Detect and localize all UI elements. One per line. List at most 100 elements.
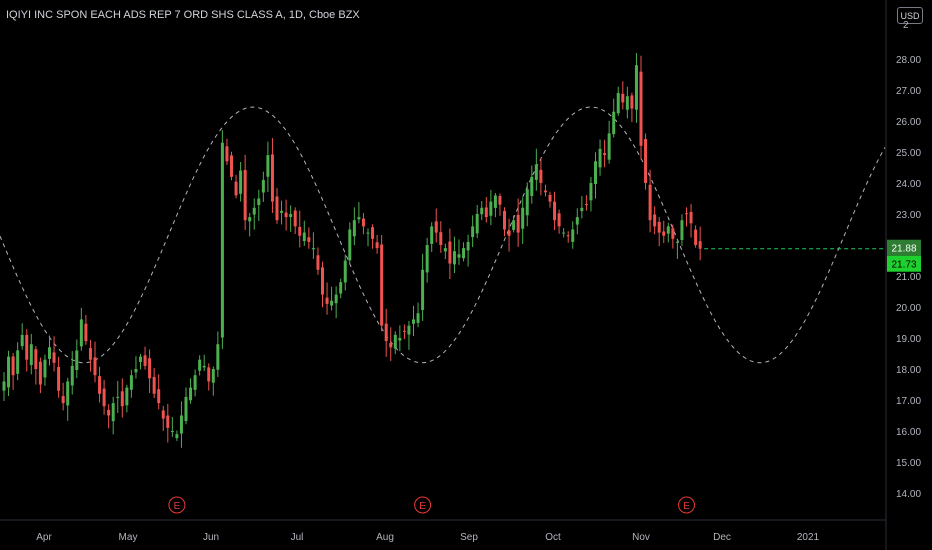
candle-body xyxy=(243,169,247,221)
x-tick-label: Apr xyxy=(36,532,52,543)
currency-button[interactable]: USD xyxy=(897,7,923,24)
candle-body xyxy=(662,231,666,236)
candle-body xyxy=(211,369,215,383)
candle-body xyxy=(298,226,302,236)
candle-body xyxy=(675,241,679,243)
candle-body xyxy=(671,228,675,239)
candle-body xyxy=(75,350,79,370)
candle-body xyxy=(166,415,170,428)
candle-body xyxy=(366,232,370,234)
candle-body xyxy=(266,155,270,177)
candle-body xyxy=(416,313,420,323)
y-tick-label: 28.00 xyxy=(896,55,921,66)
y-tick-label: 26.00 xyxy=(896,117,921,128)
candle-body xyxy=(439,232,443,245)
candle-body xyxy=(543,190,547,193)
candle-body xyxy=(84,323,88,342)
candle-body xyxy=(648,184,652,221)
candle-body xyxy=(293,210,297,227)
candle-body xyxy=(489,201,493,216)
candle-body xyxy=(325,297,329,304)
candle-body xyxy=(452,251,456,265)
candle-body xyxy=(348,229,352,261)
candle-body xyxy=(594,161,597,185)
candle-body xyxy=(170,431,174,433)
candles xyxy=(2,52,702,448)
time-axis[interactable]: Apr May Jun Jul Aug Sep Oct Nov Dec 2021 xyxy=(36,532,819,543)
candle-body xyxy=(207,367,211,382)
candle-body xyxy=(639,71,643,146)
candle-body xyxy=(361,218,365,227)
candle-body xyxy=(630,95,634,109)
candle-body xyxy=(66,381,70,406)
price-axis[interactable]: 14.00 15.00 16.00 17.00 18.00 19.00 20.00 21.00… xyxy=(896,55,921,500)
candle-body xyxy=(311,248,315,250)
candle-body xyxy=(116,396,120,398)
candle-body xyxy=(270,154,274,202)
earnings-marker xyxy=(678,496,695,514)
candle-body xyxy=(598,148,602,168)
earnings-label: E xyxy=(419,501,426,512)
candle-body xyxy=(143,355,147,366)
candle-body xyxy=(125,387,129,406)
candle-body xyxy=(2,381,6,391)
y-tick-label: 19.00 xyxy=(896,334,921,345)
candle-body xyxy=(284,212,288,218)
candle-body xyxy=(607,133,611,160)
candle-body xyxy=(603,153,607,156)
candle-body xyxy=(98,376,102,394)
candle-body xyxy=(407,325,411,335)
candle-body xyxy=(129,375,133,390)
candle-body xyxy=(220,142,224,338)
candle-body xyxy=(357,217,361,220)
candle-body xyxy=(493,195,497,208)
price-tag-label: 21.73 xyxy=(891,260,916,271)
candle-body xyxy=(430,226,434,244)
y-tick-label: 18.00 xyxy=(896,365,921,376)
y-tick-label: 25.00 xyxy=(896,148,921,159)
candle-body xyxy=(280,210,284,213)
candle-body xyxy=(507,230,511,236)
candle-body xyxy=(398,338,402,341)
cycle-projection xyxy=(0,106,886,364)
x-tick-label: Nov xyxy=(632,532,650,543)
candle-body xyxy=(88,348,92,360)
candle-body xyxy=(471,226,475,238)
candle-body xyxy=(539,169,543,183)
candle-body xyxy=(102,388,106,407)
candle-body xyxy=(666,226,670,234)
candle-body xyxy=(257,198,261,206)
candle-body xyxy=(152,376,156,394)
candle-body xyxy=(148,358,152,379)
candle-body xyxy=(193,375,197,390)
candle-body xyxy=(621,93,625,103)
candle-body xyxy=(330,300,334,306)
candle-body xyxy=(443,248,447,252)
x-tick-label: Sep xyxy=(460,532,478,543)
candle-body xyxy=(43,359,47,378)
candle-body xyxy=(462,248,466,259)
candle-body xyxy=(189,387,193,401)
candle-body xyxy=(466,241,470,251)
candle-body xyxy=(653,214,657,227)
x-tick-label: Jun xyxy=(203,532,219,543)
candle-body xyxy=(52,352,56,363)
y-tick-label: 24.00 xyxy=(896,179,921,190)
candle-body xyxy=(589,183,593,201)
candle-body xyxy=(557,213,561,227)
candle-body xyxy=(530,176,534,196)
chart-title: IQIYI INC SPON EACH ADS REP 7 ORD SHS CL… xyxy=(6,9,360,21)
candle-body xyxy=(202,365,206,368)
candle-body xyxy=(29,344,33,366)
candle-body xyxy=(457,254,461,258)
candle-body xyxy=(302,232,306,242)
candle-body xyxy=(198,359,202,371)
y-tick-label: 23.00 xyxy=(896,210,921,221)
candle-body xyxy=(20,334,24,347)
candle-body xyxy=(179,415,183,434)
candle-body xyxy=(111,403,115,422)
y-tick-label: 17.00 xyxy=(896,396,921,407)
cycle-line xyxy=(0,106,886,364)
candle-body xyxy=(61,396,65,404)
